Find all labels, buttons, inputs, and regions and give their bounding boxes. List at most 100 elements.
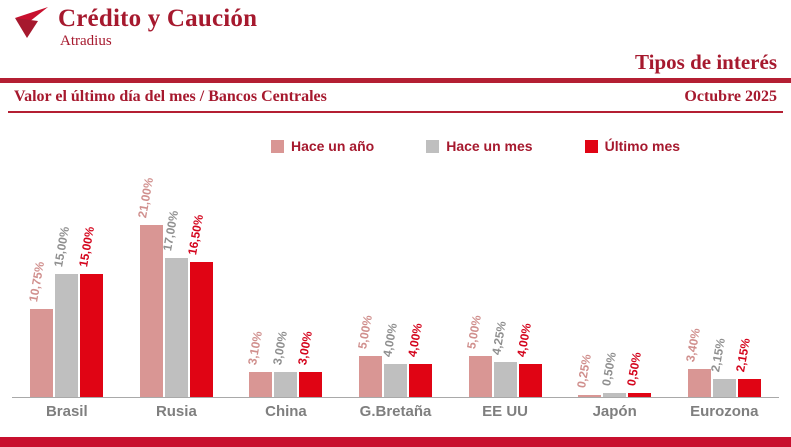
bar-cell: 10,75% bbox=[26, 160, 54, 397]
header-divider-thick bbox=[0, 78, 791, 83]
bar-group-Japón: 0,25% 0,50% 0,50% Japón bbox=[559, 160, 670, 420]
bar-value-label: 2,15% bbox=[733, 337, 754, 373]
legend-item-1: Hace un mes bbox=[426, 138, 533, 154]
bar-Japón-Hace un mes bbox=[603, 393, 627, 397]
category-label: China bbox=[265, 403, 307, 420]
legend-label: Último mes bbox=[604, 138, 681, 154]
brand-name: Crédito y Caución bbox=[58, 5, 258, 32]
footer-bar bbox=[0, 437, 791, 447]
bar-group-China: 3,10% 3,00% 3,00% China bbox=[231, 160, 341, 420]
bar-cell: 0,50% bbox=[623, 160, 652, 397]
category-label: Brasil bbox=[45, 403, 88, 420]
legend-swatch bbox=[426, 139, 440, 153]
bar-value-label: 4,00% bbox=[404, 322, 425, 358]
bar-value-label: 0,50% bbox=[598, 351, 619, 387]
category-row: China bbox=[231, 397, 341, 420]
bird-logo-icon bbox=[14, 6, 50, 45]
bar-Eurozona-Último mes bbox=[737, 379, 761, 397]
brand-subtitle: Atradius bbox=[60, 33, 112, 50]
category-label: EE UU bbox=[482, 403, 529, 420]
chart-legend: Hace un año Hace un mes Último mes bbox=[0, 138, 791, 154]
bar-Brasil-Último mes bbox=[80, 274, 104, 397]
legend-swatch bbox=[270, 139, 284, 153]
bar-China-Hace un mes bbox=[274, 372, 298, 397]
legend-item-2: Último mes bbox=[584, 138, 681, 154]
bar-G.Bretaña-Hace un mes bbox=[384, 364, 408, 397]
bar-G.Bretaña-Hace un año bbox=[359, 356, 383, 397]
legend-label: Hace un año bbox=[290, 138, 375, 154]
bar-group-G.Bretaña: 5,00% 4,00% 4,00% G.Bretaña bbox=[340, 160, 451, 420]
bar-Brasil-Hace un año bbox=[30, 309, 54, 397]
bar-G.Bretaña-Último mes bbox=[409, 364, 433, 397]
bar-cell: 15,00% bbox=[75, 160, 104, 397]
bar-cell: 0,25% bbox=[573, 160, 602, 397]
bar-value-label: 2,15% bbox=[708, 337, 729, 373]
category-label: Eurozona bbox=[690, 403, 759, 420]
bar-cell: 3,00% bbox=[270, 160, 298, 397]
bar-Japón-Último mes bbox=[628, 393, 652, 397]
bar-EE UU-Hace un mes bbox=[493, 362, 517, 397]
category-row: Brasil bbox=[12, 397, 122, 420]
bars-area: 3,40% 2,15% 2,15% bbox=[669, 160, 779, 397]
bar-Eurozona-Hace un año bbox=[687, 369, 711, 397]
bar-group-EE UU: 5,00% 4,25% 4,00% EE UU bbox=[450, 160, 560, 420]
bar-group-Brasil: 10,75% 15,00% 15,00% Brasil bbox=[12, 160, 122, 420]
bar-cell: 4,00% bbox=[514, 160, 543, 397]
category-label: Japón bbox=[592, 403, 637, 420]
bars-area: 10,75% 15,00% 15,00% bbox=[12, 160, 122, 397]
bar-value-label: 16,50% bbox=[185, 213, 207, 256]
legend-label: Hace un mes bbox=[446, 138, 533, 154]
bar-China-Hace un año bbox=[249, 372, 273, 397]
bar-value-label: 5,00% bbox=[464, 314, 485, 350]
bar-group-Eurozona: 3,40% 2,15% 2,15% Eurozona bbox=[669, 160, 780, 420]
page-title: Tipos de interés bbox=[635, 50, 777, 74]
bar-cell: 5,00% bbox=[354, 160, 383, 397]
bar-Japón-Hace un año bbox=[578, 395, 602, 397]
bar-value-label: 3,00% bbox=[270, 330, 290, 366]
bar-value-label: 3,10% bbox=[245, 330, 265, 366]
category-row: Rusia bbox=[121, 397, 232, 420]
category-label: G.Bretaña bbox=[359, 403, 432, 420]
chart-subtitle: Valor el último día del mes / Bancos Cen… bbox=[14, 88, 327, 105]
bar-cell: 16,50% bbox=[185, 160, 214, 397]
bar-EE UU-Hace un año bbox=[468, 356, 492, 397]
bar-cell: 3,10% bbox=[245, 160, 273, 397]
bar-value-label: 4,00% bbox=[514, 322, 535, 358]
bar-value-label: 4,25% bbox=[489, 320, 510, 356]
bar-value-label: 17,00% bbox=[160, 209, 182, 252]
bar-value-label: 5,00% bbox=[354, 314, 375, 350]
bar-value-label: 3,40% bbox=[683, 327, 704, 363]
bar-cell: 2,15% bbox=[733, 160, 762, 397]
grouped-bar-chart: 10,75% 15,00% 15,00% Brasil 21,00% 17,00% 16,5… bbox=[12, 160, 780, 420]
bar-Rusia-Hace un mes bbox=[164, 258, 188, 397]
bar-cell: 0,50% bbox=[598, 160, 627, 397]
bar-cell: 4,00% bbox=[380, 160, 408, 397]
bar-cell: 3,40% bbox=[683, 160, 712, 397]
category-row: G.Bretaña bbox=[340, 397, 451, 420]
period-label: Octubre 2025 bbox=[684, 88, 777, 105]
bar-value-label: 15,00% bbox=[50, 225, 72, 268]
bar-value-label: 3,00% bbox=[295, 330, 315, 366]
bar-Rusia-Último mes bbox=[189, 262, 213, 397]
bar-value-label: 0,25% bbox=[573, 353, 594, 389]
bar-cell: 15,00% bbox=[50, 160, 79, 397]
bar-value-label: 0,50% bbox=[623, 351, 644, 387]
bar-value-label: 15,00% bbox=[75, 225, 97, 268]
bar-Brasil-Hace un mes bbox=[55, 274, 79, 397]
header-divider-thin bbox=[8, 111, 783, 113]
bars-area: 5,00% 4,25% 4,00% bbox=[450, 160, 560, 397]
bar-China-Último mes bbox=[299, 372, 323, 397]
bars-area: 0,25% 0,50% 0,50% bbox=[560, 160, 670, 397]
bar-cell: 4,25% bbox=[489, 160, 518, 397]
bar-cell: 17,00% bbox=[160, 160, 189, 397]
bar-EE UU-Último mes bbox=[518, 364, 542, 397]
bar-cell: 4,00% bbox=[404, 160, 433, 397]
bars-area: 5,00% 4,00% 4,00% bbox=[341, 160, 451, 397]
category-label: Rusia bbox=[155, 403, 197, 420]
bar-cell: 21,00% bbox=[136, 160, 164, 397]
bar-cell: 5,00% bbox=[464, 160, 493, 397]
bar-cell: 3,00% bbox=[295, 160, 323, 397]
bars-area: 21,00% 17,00% 16,50% bbox=[122, 160, 232, 397]
legend-item-0: Hace un año bbox=[270, 138, 375, 154]
bar-group-Rusia: 21,00% 17,00% 16,50% Rusia bbox=[121, 160, 232, 420]
